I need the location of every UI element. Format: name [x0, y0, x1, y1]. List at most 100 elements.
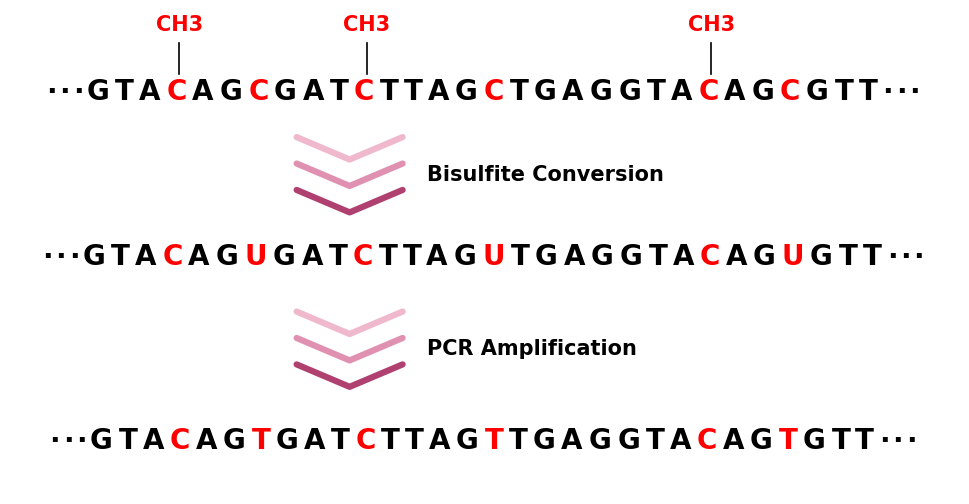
Text: G: G: [535, 243, 557, 271]
Text: PCR Amplification: PCR Amplification: [426, 339, 637, 359]
Text: G: G: [806, 79, 828, 106]
Text: G: G: [455, 427, 479, 456]
Text: G: G: [453, 243, 477, 271]
Text: T: T: [381, 427, 400, 456]
Text: ·: ·: [42, 243, 52, 271]
Text: T: T: [330, 79, 349, 106]
Text: C: C: [248, 79, 268, 106]
Text: ·: ·: [906, 427, 917, 456]
Text: T: T: [111, 243, 130, 271]
Text: CH3: CH3: [688, 15, 735, 35]
Text: ·: ·: [896, 79, 907, 106]
Text: G: G: [619, 243, 642, 271]
Text: ·: ·: [55, 243, 66, 271]
Text: T: T: [779, 427, 797, 456]
Text: ·: ·: [73, 79, 83, 106]
Text: ·: ·: [69, 243, 79, 271]
Text: G: G: [588, 427, 611, 456]
Text: A: A: [301, 243, 323, 271]
Text: ·: ·: [892, 427, 903, 456]
Text: T: T: [831, 427, 850, 456]
Text: ·: ·: [883, 79, 893, 106]
Text: G: G: [90, 427, 112, 456]
Text: G: G: [272, 243, 296, 271]
Text: A: A: [670, 427, 691, 456]
Text: G: G: [215, 243, 238, 271]
Text: T: T: [115, 79, 134, 106]
Text: G: G: [223, 427, 245, 456]
Text: C: C: [353, 243, 373, 271]
Text: T: T: [331, 427, 350, 456]
Text: C: C: [700, 243, 720, 271]
Text: A: A: [196, 427, 217, 456]
Text: G: G: [810, 243, 832, 271]
Text: ·: ·: [900, 243, 911, 271]
Text: C: C: [354, 79, 374, 106]
Text: C: C: [484, 79, 504, 106]
Text: G: G: [82, 243, 105, 271]
Text: G: G: [753, 243, 775, 271]
Text: CH3: CH3: [343, 15, 391, 35]
Text: T: T: [839, 243, 858, 271]
Text: A: A: [427, 79, 450, 106]
Text: G: G: [532, 427, 555, 456]
Text: ·: ·: [77, 427, 87, 456]
Text: G: G: [617, 427, 640, 456]
Text: G: G: [533, 79, 556, 106]
Text: A: A: [188, 243, 209, 271]
Text: A: A: [135, 243, 157, 271]
Text: T: T: [647, 79, 666, 106]
Text: T: T: [646, 427, 665, 456]
Text: Bisulfite Conversion: Bisulfite Conversion: [426, 165, 664, 185]
Text: G: G: [454, 79, 478, 106]
Text: T: T: [405, 427, 423, 456]
Text: U: U: [244, 243, 266, 271]
Text: G: G: [802, 427, 826, 456]
Text: T: T: [859, 79, 878, 106]
Text: A: A: [561, 427, 582, 456]
Text: G: G: [219, 79, 242, 106]
Text: A: A: [724, 79, 745, 106]
Text: T: T: [862, 243, 882, 271]
Text: T: T: [404, 79, 422, 106]
Text: A: A: [672, 243, 694, 271]
Text: CH3: CH3: [156, 15, 203, 35]
Text: ·: ·: [59, 79, 70, 106]
Text: C: C: [697, 427, 717, 456]
Text: A: A: [726, 243, 747, 271]
Text: T: T: [251, 427, 270, 456]
Text: ·: ·: [910, 79, 921, 106]
Text: ·: ·: [63, 427, 74, 456]
Text: G: G: [274, 79, 297, 106]
Text: G: G: [589, 79, 612, 106]
Text: A: A: [426, 243, 448, 271]
Text: C: C: [356, 427, 376, 456]
Text: C: C: [170, 427, 190, 456]
Text: T: T: [380, 79, 398, 106]
Text: G: G: [750, 427, 772, 456]
Text: G: G: [591, 243, 613, 271]
Text: ·: ·: [49, 427, 60, 456]
Text: C: C: [699, 79, 719, 106]
Text: T: T: [648, 243, 668, 271]
Text: A: A: [428, 427, 451, 456]
Text: A: A: [723, 427, 744, 456]
Text: T: T: [379, 243, 397, 271]
Text: ·: ·: [47, 79, 56, 106]
Text: C: C: [167, 79, 187, 106]
Text: A: A: [140, 79, 161, 106]
Text: T: T: [402, 243, 422, 271]
Text: A: A: [304, 427, 326, 456]
Text: A: A: [564, 243, 585, 271]
Text: A: A: [671, 79, 693, 106]
Text: ·: ·: [879, 427, 890, 456]
Text: ·: ·: [914, 243, 924, 271]
Text: A: A: [303, 79, 325, 106]
Text: G: G: [86, 79, 109, 106]
Text: G: G: [618, 79, 641, 106]
Text: U: U: [483, 243, 505, 271]
Text: ·: ·: [887, 243, 897, 271]
Text: T: T: [328, 243, 348, 271]
Text: U: U: [782, 243, 804, 271]
Text: T: T: [834, 79, 854, 106]
